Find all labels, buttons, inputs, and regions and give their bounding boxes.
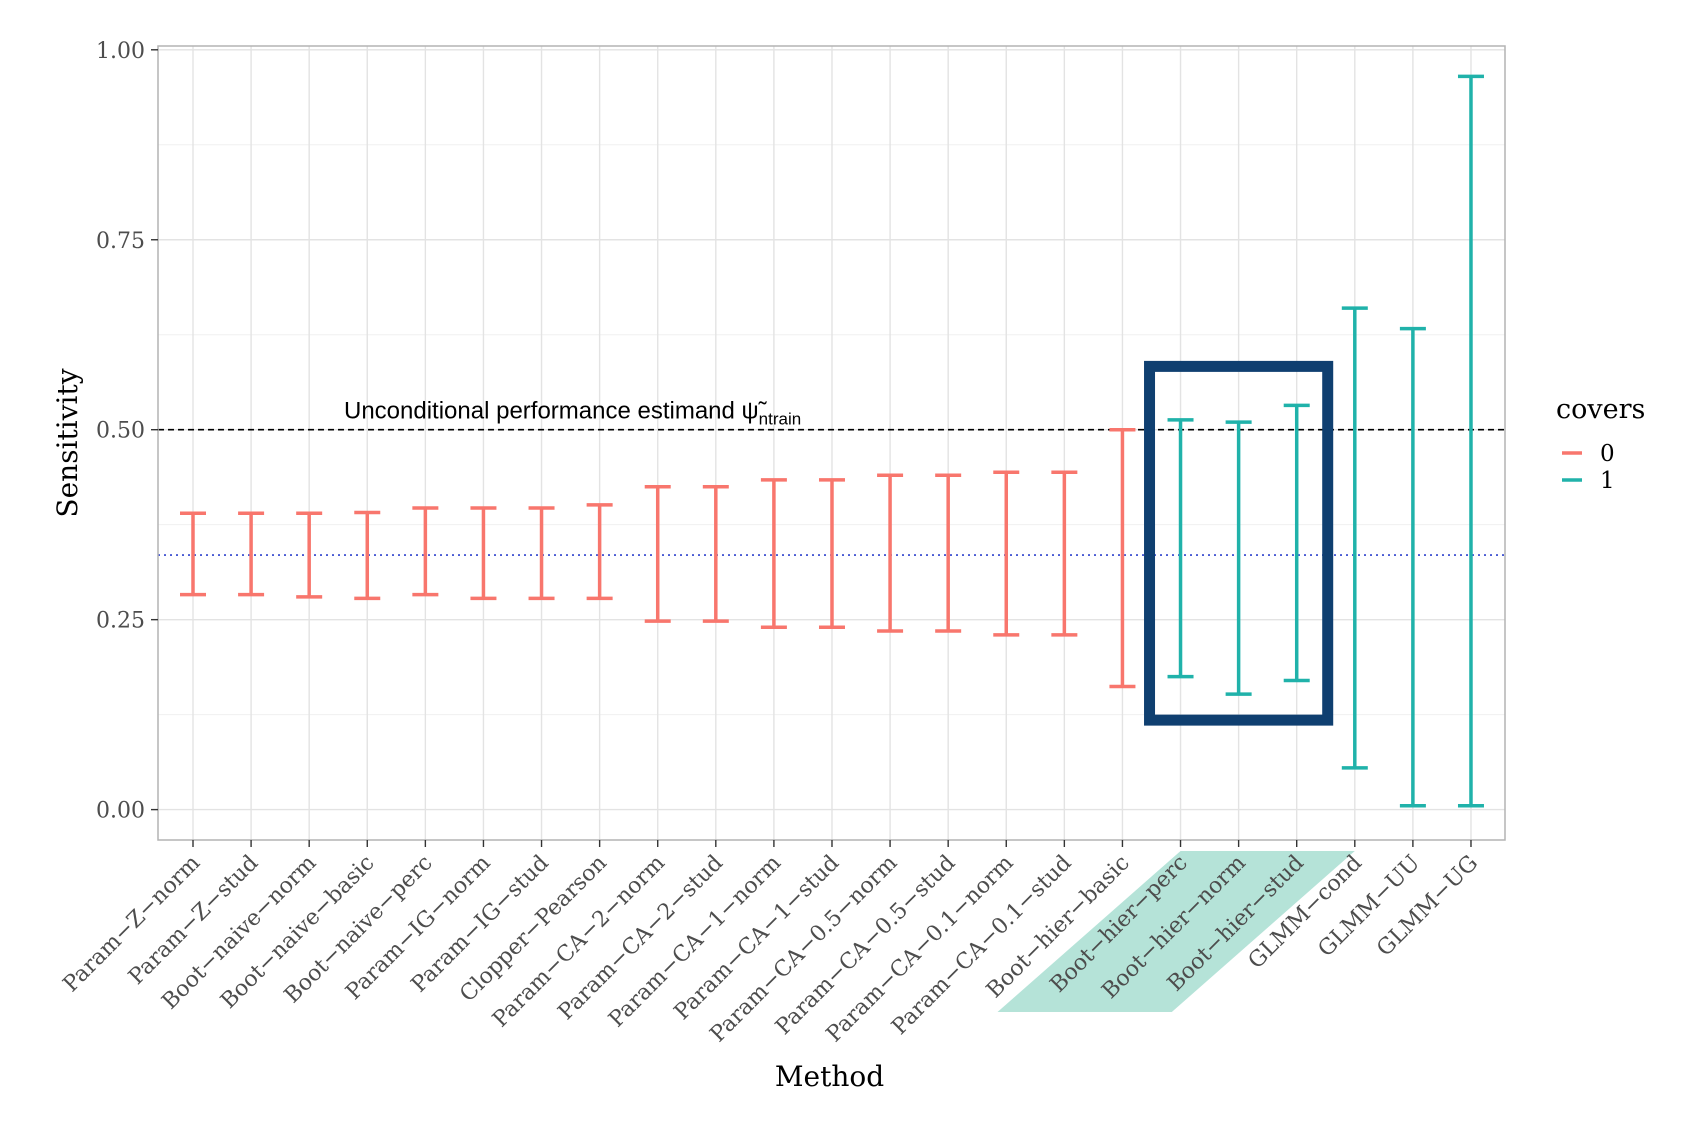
grid [158,46,1505,840]
error-bar [1051,470,1078,637]
error-bar [180,511,206,597]
error-bar [470,506,497,601]
error-bar [238,511,265,597]
y-tick-label: 0.50 [96,419,145,444]
error-bars [180,74,1484,808]
error-bar [877,473,904,633]
legend-label-0: 0 [1600,441,1615,467]
error-bar [760,478,787,630]
error-bar [412,506,439,597]
y-axis: 0.00 0.25 0.50 0.75 1.00 [96,39,158,824]
x-axis-title: Method [775,1060,884,1093]
y-tick-label: 0.00 [96,799,145,824]
reference-line-label: Unconditional performance estimand ψ̃ntr… [344,398,801,429]
error-bar [1109,427,1136,689]
x-label-highlight-band [997,851,1355,1012]
y-tick-label: 0.75 [96,229,145,254]
x-axis: Param−Z−normParam−Z−studBoot−naive−normB… [59,840,1483,1047]
error-bar [586,503,613,601]
reference-line-label-subscript: ntrain [759,410,802,429]
x-label-highlight [997,851,1355,1012]
error-bar [528,506,555,601]
reference-line-label-text: Unconditional performance estimand ψ̃ [344,398,768,425]
error-bar [935,473,962,633]
error-bar [1283,403,1310,683]
highlight-box [1144,360,1334,726]
highlight-box-group [1144,360,1334,726]
y-tick-label: 0.25 [96,609,145,634]
legend-label-1: 1 [1600,468,1615,494]
error-bar [818,478,845,630]
error-bar [1341,306,1368,770]
error-bar [1457,74,1484,808]
error-bar [1167,418,1194,679]
error-bar [1399,326,1426,808]
error-bar [354,510,381,601]
error-bar [644,484,671,623]
error-bar [1225,420,1252,696]
legend: covers 0 1 [1556,394,1645,494]
error-bar [993,470,1020,637]
error-bar [296,511,323,599]
error-bar [702,484,729,623]
y-axis-title: Sensitivity [51,368,84,517]
y-tick-label: 1.00 [96,39,145,64]
legend-title: covers [1556,394,1645,425]
